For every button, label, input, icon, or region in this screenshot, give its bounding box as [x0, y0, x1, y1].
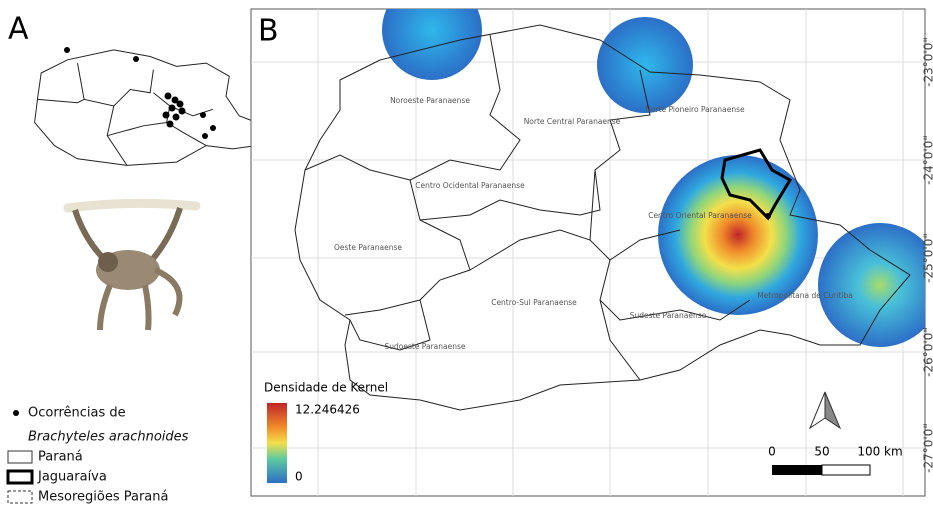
region-label: Noroeste Paranaense: [390, 96, 470, 105]
occurrence-points: [64, 47, 216, 139]
scale-label: 0: [768, 445, 776, 459]
legend-a: Ocorrências de Brachyteles arachnoides P…: [8, 406, 189, 505]
region-label: Centro Oriental Paranaense: [648, 211, 752, 220]
legend-text: Mesoregiões Paraná: [38, 490, 168, 505]
jaguariaiva-point: [765, 213, 771, 219]
legend-text: Brachyteles arachnoides: [28, 430, 189, 445]
legend-min: 0: [295, 470, 303, 484]
mini-map: [35, 50, 266, 166]
color-ramp: [267, 403, 287, 483]
panel-label: A: [8, 12, 29, 47]
region-label: Centro-Sul Paranaense: [491, 298, 577, 307]
region-label: Sudoeste Paranaense: [384, 342, 465, 351]
latitude-label: -26°0'0": [922, 327, 933, 377]
legend-text: Ocorrências de: [28, 406, 126, 421]
latitude-label: -23°0'0": [922, 37, 933, 87]
map-frame: [251, 9, 925, 496]
legend-text: Jaguaraíva: [37, 470, 107, 485]
monkey-illustration: [68, 203, 196, 330]
region-label: Norte Central Paranaense: [524, 117, 621, 126]
latitude-label: -24°0'0": [922, 135, 933, 185]
legend-text: Paraná: [38, 450, 83, 465]
latitude-label: -25°0'0": [922, 233, 933, 283]
scale-label: 50: [814, 445, 829, 459]
legend-title: Densidade de Kernel: [264, 381, 388, 395]
region-label: Centro Ocidental Paranaense: [415, 181, 525, 190]
region-label: Oeste Paranaense: [334, 243, 402, 252]
region-label: Sudeste Paranaense: [630, 311, 707, 320]
latitude-label: -27°0'0": [922, 423, 933, 473]
legend-max: 12.246426: [295, 403, 360, 417]
region-label: Metropolitana de Curitiba: [757, 291, 853, 300]
figure: A Ocorrências de Brachyteles arachnoides…: [0, 0, 933, 504]
scale-label: 100 km: [857, 445, 902, 459]
region-label: Norte Pioneiro Paranaense: [645, 105, 745, 114]
panel-label: B: [258, 14, 279, 49]
